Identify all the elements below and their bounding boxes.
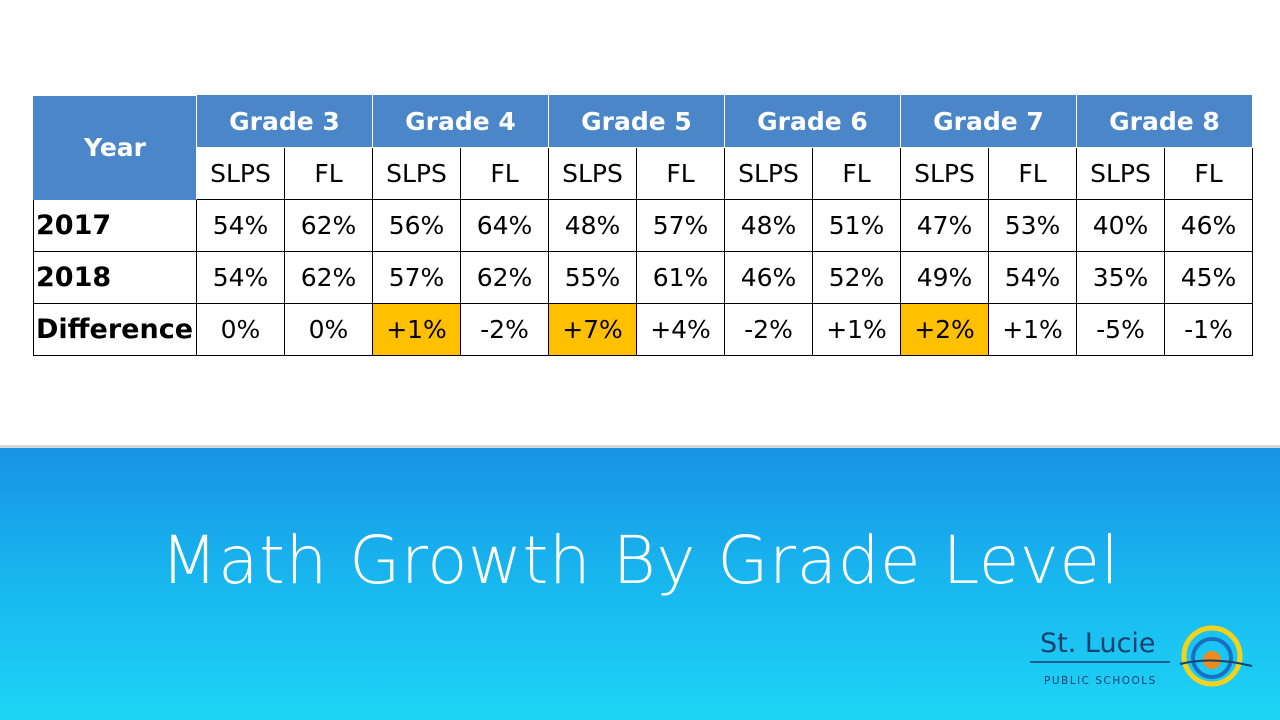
table-cell: 62% [284,199,373,252]
table-cell: 62% [460,251,549,304]
subheader: FL [636,147,725,200]
table-cell: 54% [988,251,1077,304]
grade-header: Grade 3 [196,95,373,148]
subheader: SLPS [724,147,813,200]
logo-tagline: PUBLIC SCHOOLS [1044,675,1157,687]
row-label: 2017 [33,199,197,252]
table-cell: 47% [900,199,989,252]
table-cell: 54% [196,251,285,304]
table-cell: +1% [812,303,901,356]
table-cell: 49% [900,251,989,304]
subheader: FL [988,147,1077,200]
table-cell: 64% [460,199,549,252]
table-cell: 61% [636,251,725,304]
table-cell: 57% [372,251,461,304]
table-cell: 57% [636,199,725,252]
table-cell: 56% [372,199,461,252]
subheader-row: SLPS FL SLPS FL SLPS FL SLPS FL SLPS FL SLPS FL [34,147,1253,200]
slide-title: Math Growth By Grade Level [160,522,1120,599]
table-cell: +4% [636,303,725,356]
table-cell: +7% [548,303,637,356]
subheader: SLPS [196,147,285,200]
year-header: Year [33,95,197,200]
table-row: 2018 54% 62% 57% 62% 55% 61% 46% 52% 49% 54% 35% 45% [33,251,1253,304]
grade-header: Grade 4 [372,95,549,148]
logo-mark [1179,625,1253,687]
table-cell: +1% [372,303,461,356]
table-cell: 52% [812,251,901,304]
row-label: Difference [33,303,197,356]
grade-header: Grade 7 [900,95,1077,148]
table-cell: 48% [724,199,813,252]
table-cell: +1% [988,303,1077,356]
row-label: 2018 [33,251,197,304]
table-cell: 0% [196,303,285,356]
subheader: FL [812,147,901,200]
table-cell: 51% [812,199,901,252]
table-cell: 53% [988,199,1077,252]
table-row: 2017 54% 62% 56% 64% 48% 57% 48% 51% 47% 53% 40% 46% [33,199,1253,252]
table-cell: -1% [1164,303,1253,356]
table-cell: -2% [460,303,549,356]
table-cell: -2% [724,303,813,356]
logo: St. Lucie PUBLIC SCHOOLS [1030,625,1253,687]
table-cell: 35% [1076,251,1165,304]
table-cell: -5% [1076,303,1165,356]
subheader: FL [460,147,549,200]
table-cell: 55% [548,251,637,304]
title-band [0,445,1280,720]
table-cell: 62% [284,251,373,304]
subheader: SLPS [1076,147,1165,200]
subheader: FL [1164,147,1253,200]
table-cell: +2% [900,303,989,356]
grade-header: Grade 5 [548,95,725,148]
subheader: FL [284,147,373,200]
table-cell: 0% [284,303,373,356]
subheader: SLPS [548,147,637,200]
table-cell: 46% [1164,199,1253,252]
grade-header: Grade 8 [1076,95,1253,148]
table-cell: 40% [1076,199,1165,252]
subheader: SLPS [900,147,989,200]
table-cell: 48% [548,199,637,252]
table-row: Difference 0% 0% +1% -2% +7% +4% -2% +1% +2% +1% -5… [33,303,1253,356]
table-cell: 45% [1164,251,1253,304]
table-cell: 54% [196,199,285,252]
logo-name: St. Lucie [1040,628,1156,659]
grade-header: Grade 6 [724,95,901,148]
subheader: SLPS [372,147,461,200]
table-cell: 46% [724,251,813,304]
